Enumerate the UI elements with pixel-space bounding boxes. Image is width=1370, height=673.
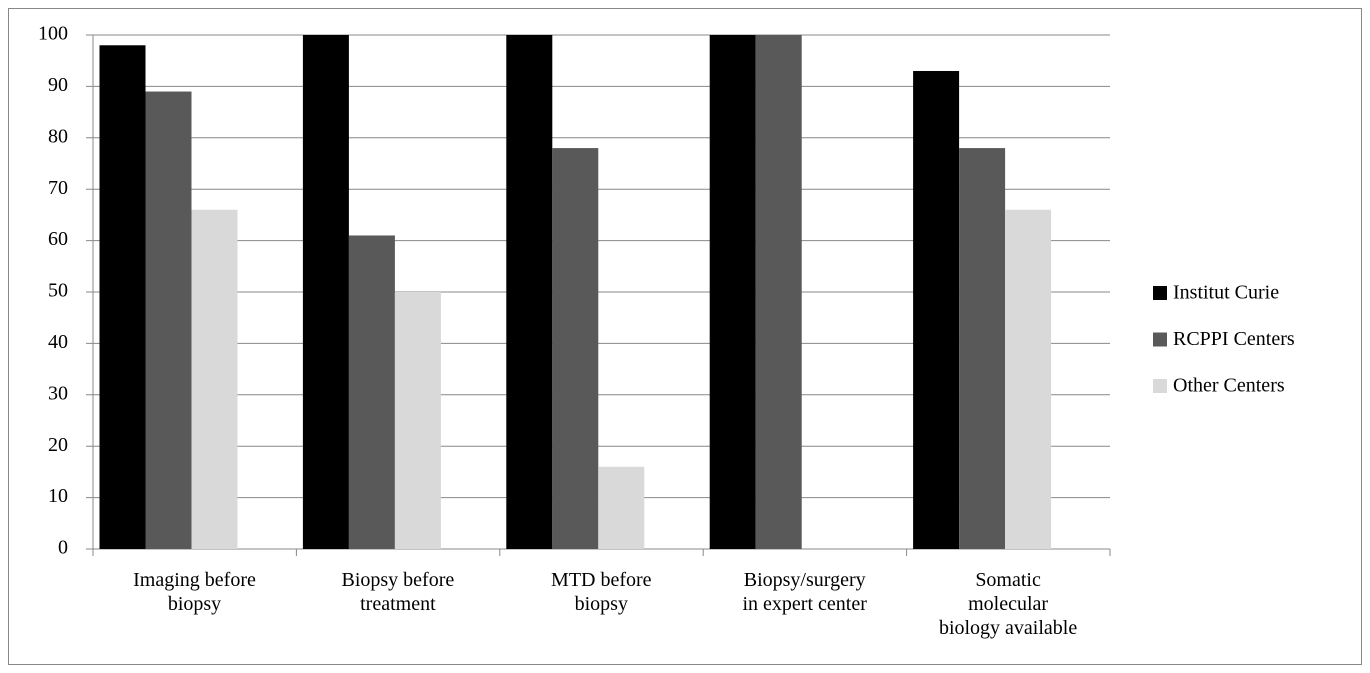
bar [302,35,349,549]
legend-label: Institut Curie [1173,282,1279,304]
x-tick-label: Imaging before biopsy [133,569,256,615]
bar [709,35,756,549]
y-tick-label: 0 [58,537,68,559]
legend-swatch [1153,332,1167,347]
bar [506,35,553,549]
x-tick-label: Somatic molecular biology available [938,569,1078,639]
legend-swatch [1153,286,1167,300]
y-tick-label: 70 [48,177,68,199]
chart-border [8,8,1362,665]
bar [959,148,1006,549]
y-tick-label: 80 [48,125,68,147]
bar [755,35,802,549]
y-tick-label: 20 [48,434,68,456]
x-tick-label: MTD before biopsy [551,569,652,615]
bar [191,209,238,549]
y-tick-label: 10 [48,485,68,507]
legend-swatch [1153,379,1167,393]
bar [394,292,441,549]
legend-label: Other Centers [1173,375,1285,397]
y-tick-label: 40 [48,331,68,353]
y-tick-label: 100 [38,23,68,45]
y-tick-label: 30 [48,382,68,404]
x-tick-label: Biopsy/surgery in expert center [742,569,867,615]
bar [145,91,192,549]
bar [1005,209,1052,549]
y-tick-label: 50 [48,280,68,302]
y-tick-label: 90 [48,74,68,96]
bar [598,466,645,549]
y-tick-label: 60 [48,228,68,250]
legend-label: RCPPI Centers [1173,328,1295,350]
bar [99,45,146,549]
bar [552,148,599,549]
bar [348,235,395,549]
bar [913,70,960,549]
x-tick-label: Biopsy before treatment [341,569,455,615]
